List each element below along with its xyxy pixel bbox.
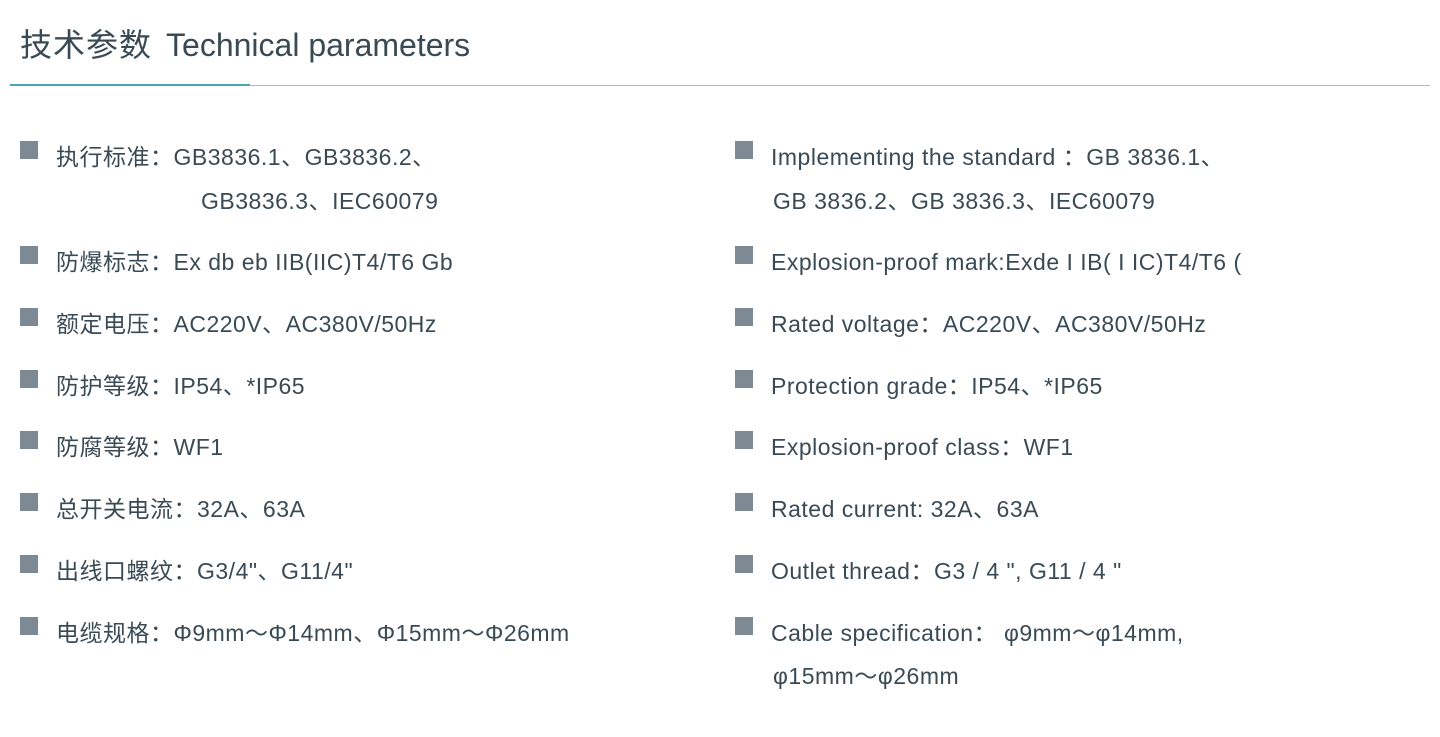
item-line: Outlet thread：G3 / 4 ", G11 / 4 " <box>771 558 1122 584</box>
item-line: Rated voltage：AC220V、AC380V/50Hz <box>771 311 1206 337</box>
item-line: Explosion-proof mark:Exde I IB( I IC)T4/… <box>771 249 1242 275</box>
divider-accent <box>10 84 250 86</box>
english-item: Cable specification： φ9mm～φ14mm, φ15mm～φ2… <box>735 612 1430 699</box>
column-english: Implementing the standard ：GB 3836.1、 GB … <box>735 136 1430 717</box>
chinese-item: 总开关电流：32A、63A <box>20 488 715 532</box>
content-columns: 执行标准：GB3836.1、GB3836.2、 GB3836.3、IEC60079… <box>10 136 1430 717</box>
item-line: 防爆标志：Ex db eb IIB(IIC)T4/T6 Gb <box>56 249 453 275</box>
square-bullet-icon <box>735 493 753 511</box>
item-line: 出线口螺纹：G3/4"、G11/4" <box>56 558 353 584</box>
heading-chinese: 技术参数 <box>20 20 152 66</box>
section-heading: 技术参数 Technical parameters <box>10 20 1430 66</box>
square-bullet-icon <box>20 141 38 159</box>
chinese-item-text: 额定电压：AC220V、AC380V/50Hz <box>56 303 437 347</box>
item-line: Explosion-proof class：WF1 <box>771 434 1074 460</box>
english-item: Implementing the standard ：GB 3836.1、 GB … <box>735 136 1430 223</box>
square-bullet-icon <box>20 431 38 449</box>
square-bullet-icon <box>735 555 753 573</box>
english-item-text: Explosion-proof class：WF1 <box>771 426 1074 470</box>
english-item: Protection grade：IP54、*IP65 <box>735 365 1430 409</box>
english-item-text: Cable specification： φ9mm～φ14mm, φ15mm～φ2… <box>771 612 1184 699</box>
item-line: Rated current: 32A、63A <box>771 496 1039 522</box>
chinese-item: 电缆规格：Φ9mm～Φ14mm、Φ15mm～Φ26mm <box>20 612 715 656</box>
square-bullet-icon <box>735 246 753 264</box>
item-line: Implementing the standard ：GB 3836.1、 <box>771 144 1224 170</box>
heading-divider <box>10 84 1430 86</box>
item-line: 执行标准：GB3836.1、GB3836.2、 <box>56 144 436 170</box>
chinese-item-text: 防腐等级：WF1 <box>56 426 224 470</box>
english-item: Rated current: 32A、63A <box>735 488 1430 532</box>
square-bullet-icon <box>735 141 753 159</box>
square-bullet-icon <box>20 493 38 511</box>
chinese-item-text: 总开关电流：32A、63A <box>56 488 305 532</box>
item-line-continuation: GB3836.3、IEC60079 <box>56 180 438 224</box>
item-line: 防腐等级：WF1 <box>56 434 224 460</box>
square-bullet-icon <box>20 308 38 326</box>
item-line: Protection grade：IP54、*IP65 <box>771 373 1103 399</box>
square-bullet-icon <box>735 308 753 326</box>
square-bullet-icon <box>735 370 753 388</box>
item-line: 电缆规格：Φ9mm～Φ14mm、Φ15mm～Φ26mm <box>56 620 570 646</box>
chinese-item-text: 电缆规格：Φ9mm～Φ14mm、Φ15mm～Φ26mm <box>56 612 570 656</box>
english-item: Outlet thread：G3 / 4 ", G11 / 4 " <box>735 550 1430 594</box>
item-line-continuation: φ15mm～φ26mm <box>771 655 1184 699</box>
chinese-item: 执行标准：GB3836.1、GB3836.2、 GB3836.3、IEC60079 <box>20 136 715 223</box>
english-item-text: Implementing the standard ：GB 3836.1、 GB … <box>771 136 1224 223</box>
heading-english: Technical parameters <box>166 27 470 64</box>
chinese-item: 防腐等级：WF1 <box>20 426 715 470</box>
english-item-text: Outlet thread：G3 / 4 ", G11 / 4 " <box>771 550 1122 594</box>
chinese-item: 额定电压：AC220V、AC380V/50Hz <box>20 303 715 347</box>
english-item: Explosion-proof mark:Exde I IB( I IC)T4/… <box>735 241 1430 285</box>
item-line: 总开关电流：32A、63A <box>56 496 305 522</box>
chinese-item-text: 执行标准：GB3836.1、GB3836.2、 GB3836.3、IEC60079 <box>56 136 438 223</box>
chinese-item: 防爆标志：Ex db eb IIB(IIC)T4/T6 Gb <box>20 241 715 285</box>
column-chinese: 执行标准：GB3836.1、GB3836.2、 GB3836.3、IEC60079… <box>10 136 715 717</box>
english-item-text: Protection grade：IP54、*IP65 <box>771 365 1103 409</box>
square-bullet-icon <box>735 431 753 449</box>
square-bullet-icon <box>20 555 38 573</box>
square-bullet-icon <box>735 617 753 635</box>
square-bullet-icon <box>20 246 38 264</box>
chinese-item: 防护等级：IP54、*IP65 <box>20 365 715 409</box>
chinese-item-text: 防护等级：IP54、*IP65 <box>56 365 305 409</box>
english-item: Explosion-proof class：WF1 <box>735 426 1430 470</box>
english-item: Rated voltage：AC220V、AC380V/50Hz <box>735 303 1430 347</box>
english-item-text: Explosion-proof mark:Exde I IB( I IC)T4/… <box>771 241 1242 285</box>
chinese-item-text: 出线口螺纹：G3/4"、G11/4" <box>56 550 353 594</box>
square-bullet-icon <box>20 370 38 388</box>
chinese-item-text: 防爆标志：Ex db eb IIB(IIC)T4/T6 Gb <box>56 241 453 285</box>
item-line-continuation: GB 3836.2、GB 3836.3、IEC60079 <box>771 180 1224 224</box>
item-line: 额定电压：AC220V、AC380V/50Hz <box>56 311 437 337</box>
chinese-item: 出线口螺纹：G3/4"、G11/4" <box>20 550 715 594</box>
square-bullet-icon <box>20 617 38 635</box>
english-item-text: Rated voltage：AC220V、AC380V/50Hz <box>771 303 1206 347</box>
item-line: 防护等级：IP54、*IP65 <box>56 373 305 399</box>
divider-line <box>250 85 1430 86</box>
english-item-text: Rated current: 32A、63A <box>771 488 1039 532</box>
item-line: Cable specification： φ9mm～φ14mm, <box>771 620 1184 646</box>
